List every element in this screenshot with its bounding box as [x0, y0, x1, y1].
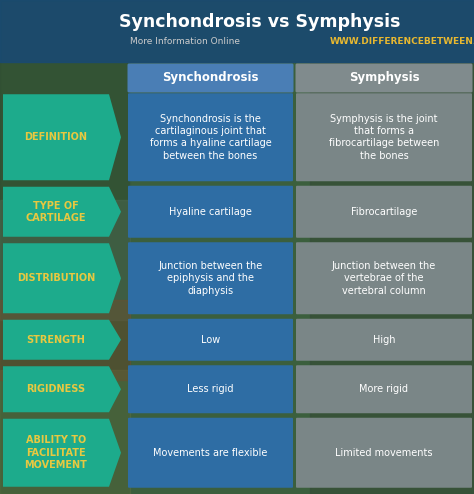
FancyBboxPatch shape: [128, 365, 293, 413]
Text: Synchondrosis vs Symphysis: Synchondrosis vs Symphysis: [119, 13, 401, 31]
Text: Synchondrosis is the
cartilaginous joint that
forms a hyaline cartilage
between : Synchondrosis is the cartilaginous joint…: [150, 114, 272, 161]
Bar: [130, 0, 310, 494]
Text: Junction between the
epiphysis and the
diaphysis: Junction between the epiphysis and the d…: [158, 261, 263, 295]
Text: Synchondrosis: Synchondrosis: [162, 72, 259, 84]
Bar: [310, 0, 474, 494]
FancyBboxPatch shape: [296, 242, 472, 314]
Polygon shape: [3, 366, 121, 412]
FancyBboxPatch shape: [128, 64, 293, 92]
Text: Less rigid: Less rigid: [187, 384, 234, 394]
FancyBboxPatch shape: [128, 418, 293, 488]
Text: Symphysis is the joint
that forms a
fibrocartilage between
the bones: Symphysis is the joint that forms a fibr…: [329, 114, 439, 161]
Text: TYPE OF
CARTILAGE: TYPE OF CARTILAGE: [26, 201, 86, 223]
FancyBboxPatch shape: [296, 319, 472, 361]
FancyBboxPatch shape: [128, 93, 293, 181]
Bar: [0, 200, 130, 320]
Text: Movements are flexible: Movements are flexible: [153, 448, 268, 458]
Bar: [0, 0, 130, 494]
Text: Low: Low: [201, 335, 220, 345]
Bar: [0, 300, 130, 380]
Text: Junction between the
vertebrae of the
vertebral column: Junction between the vertebrae of the ve…: [332, 261, 436, 295]
Text: More rigid: More rigid: [359, 384, 409, 394]
Polygon shape: [3, 187, 121, 237]
Text: More Information Online: More Information Online: [130, 38, 240, 46]
Bar: [0, 0, 474, 62]
Polygon shape: [3, 94, 121, 180]
Text: ABILITY TO
FACILITATE
MOVEMENT: ABILITY TO FACILITATE MOVEMENT: [25, 435, 87, 470]
Text: High: High: [373, 335, 395, 345]
Text: Limited movements: Limited movements: [335, 448, 433, 458]
Text: Fibrocartilage: Fibrocartilage: [351, 207, 417, 217]
Text: DISTRIBUTION: DISTRIBUTION: [17, 273, 95, 283]
Polygon shape: [3, 419, 121, 487]
Text: DEFINITION: DEFINITION: [25, 132, 88, 142]
FancyBboxPatch shape: [296, 186, 472, 238]
FancyBboxPatch shape: [296, 365, 472, 413]
Text: Symphysis: Symphysis: [349, 72, 419, 84]
FancyBboxPatch shape: [128, 242, 293, 314]
Bar: [0, 370, 130, 494]
FancyBboxPatch shape: [296, 93, 472, 181]
FancyBboxPatch shape: [128, 319, 293, 361]
Text: RIGIDNESS: RIGIDNESS: [27, 384, 86, 394]
Text: WWW.DIFFERENCEBETWEEN.COM: WWW.DIFFERENCEBETWEEN.COM: [330, 38, 474, 46]
Polygon shape: [3, 243, 121, 313]
Text: Hyaline cartilage: Hyaline cartilage: [169, 207, 252, 217]
Text: STRENGTH: STRENGTH: [27, 335, 85, 345]
FancyBboxPatch shape: [295, 64, 473, 92]
FancyBboxPatch shape: [128, 186, 293, 238]
FancyBboxPatch shape: [296, 418, 472, 488]
Polygon shape: [3, 320, 121, 360]
